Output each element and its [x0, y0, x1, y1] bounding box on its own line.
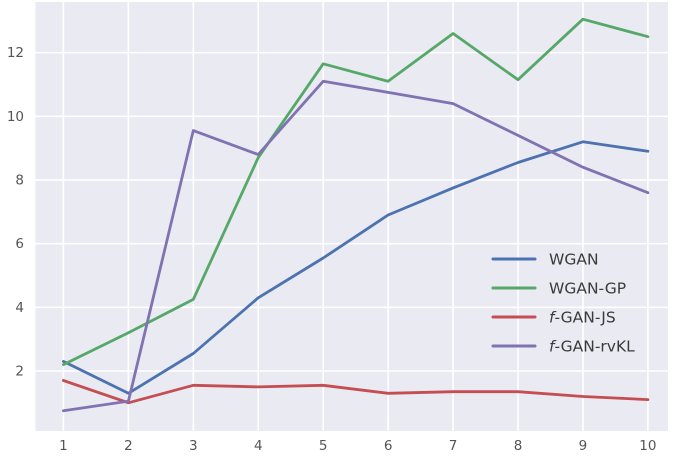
y-tick-label: 12: [7, 45, 24, 61]
x-tick-label: 3: [189, 438, 198, 454]
y-tick-label: 2: [15, 363, 24, 379]
x-tick-label: 5: [319, 438, 328, 454]
x-tick-label: 10: [639, 438, 656, 454]
x-tick-label: 7: [449, 438, 458, 454]
y-tick-label: 8: [15, 172, 24, 188]
x-tick-label: 9: [579, 438, 588, 454]
legend-label: WGAN: [549, 251, 599, 269]
x-tick-label: 6: [384, 438, 393, 454]
y-tick-label: 6: [15, 236, 24, 252]
series-line-f-gan-rvkl: [62, 79, 650, 413]
x-tick-label: 4: [254, 438, 263, 454]
legend-label: f-GAN-rvKL: [549, 338, 635, 356]
y-tick-label: 10: [7, 109, 24, 125]
plot-background: [35, 2, 668, 431]
x-tick-label: 1: [59, 438, 68, 454]
x-tick-label: 2: [124, 438, 133, 454]
legend-label: WGAN-GP: [549, 280, 626, 298]
series-line-f-gan-js: [62, 379, 650, 405]
y-tick-label: 4: [15, 300, 24, 316]
legend-label: f-GAN-JS: [549, 309, 616, 327]
x-tick-label: 8: [514, 438, 523, 454]
series-line-wgan-gp: [62, 17, 650, 367]
